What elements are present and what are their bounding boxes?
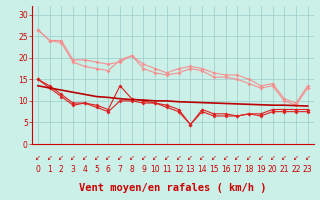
- Text: ↙: ↙: [93, 155, 100, 161]
- Text: 0: 0: [36, 165, 40, 174]
- Text: ↙: ↙: [164, 155, 170, 161]
- Text: 3: 3: [71, 165, 76, 174]
- Text: ↙: ↙: [281, 155, 287, 161]
- Text: 18: 18: [244, 165, 254, 174]
- Text: 12: 12: [174, 165, 183, 174]
- Text: 1: 1: [47, 165, 52, 174]
- Text: ↙: ↙: [234, 155, 240, 161]
- Text: ↙: ↙: [223, 155, 228, 161]
- Text: ↙: ↙: [58, 155, 64, 161]
- Text: ↙: ↙: [258, 155, 264, 161]
- Text: 16: 16: [221, 165, 230, 174]
- Text: 4: 4: [82, 165, 87, 174]
- Text: 8: 8: [129, 165, 134, 174]
- Text: 7: 7: [117, 165, 123, 174]
- Text: 17: 17: [233, 165, 242, 174]
- Text: ↙: ↙: [82, 155, 88, 161]
- Text: ↙: ↙: [129, 155, 135, 161]
- Text: 14: 14: [197, 165, 207, 174]
- Text: ↙: ↙: [305, 155, 311, 161]
- Text: ↙: ↙: [188, 155, 193, 161]
- Text: 22: 22: [291, 165, 301, 174]
- Text: ↙: ↙: [199, 155, 205, 161]
- Text: 23: 23: [303, 165, 313, 174]
- Text: 9: 9: [141, 165, 146, 174]
- Text: 13: 13: [186, 165, 195, 174]
- Text: 6: 6: [106, 165, 111, 174]
- Text: 19: 19: [256, 165, 266, 174]
- Text: 5: 5: [94, 165, 99, 174]
- Text: ↙: ↙: [246, 155, 252, 161]
- Text: ↙: ↙: [293, 155, 299, 161]
- Text: ↙: ↙: [70, 155, 76, 161]
- Text: ↙: ↙: [47, 155, 52, 161]
- Text: 15: 15: [209, 165, 219, 174]
- Text: ↙: ↙: [269, 155, 276, 161]
- Text: ↙: ↙: [140, 155, 147, 161]
- Text: Vent moyen/en rafales ( km/h ): Vent moyen/en rafales ( km/h ): [79, 183, 267, 193]
- Text: ↙: ↙: [211, 155, 217, 161]
- Text: 21: 21: [279, 165, 289, 174]
- Text: ↙: ↙: [152, 155, 158, 161]
- Text: 2: 2: [59, 165, 64, 174]
- Text: 10: 10: [150, 165, 160, 174]
- Text: ↙: ↙: [35, 155, 41, 161]
- Text: ↙: ↙: [105, 155, 111, 161]
- Text: 11: 11: [162, 165, 172, 174]
- Text: ↙: ↙: [117, 155, 123, 161]
- Text: ↙: ↙: [176, 155, 182, 161]
- Text: 20: 20: [268, 165, 277, 174]
